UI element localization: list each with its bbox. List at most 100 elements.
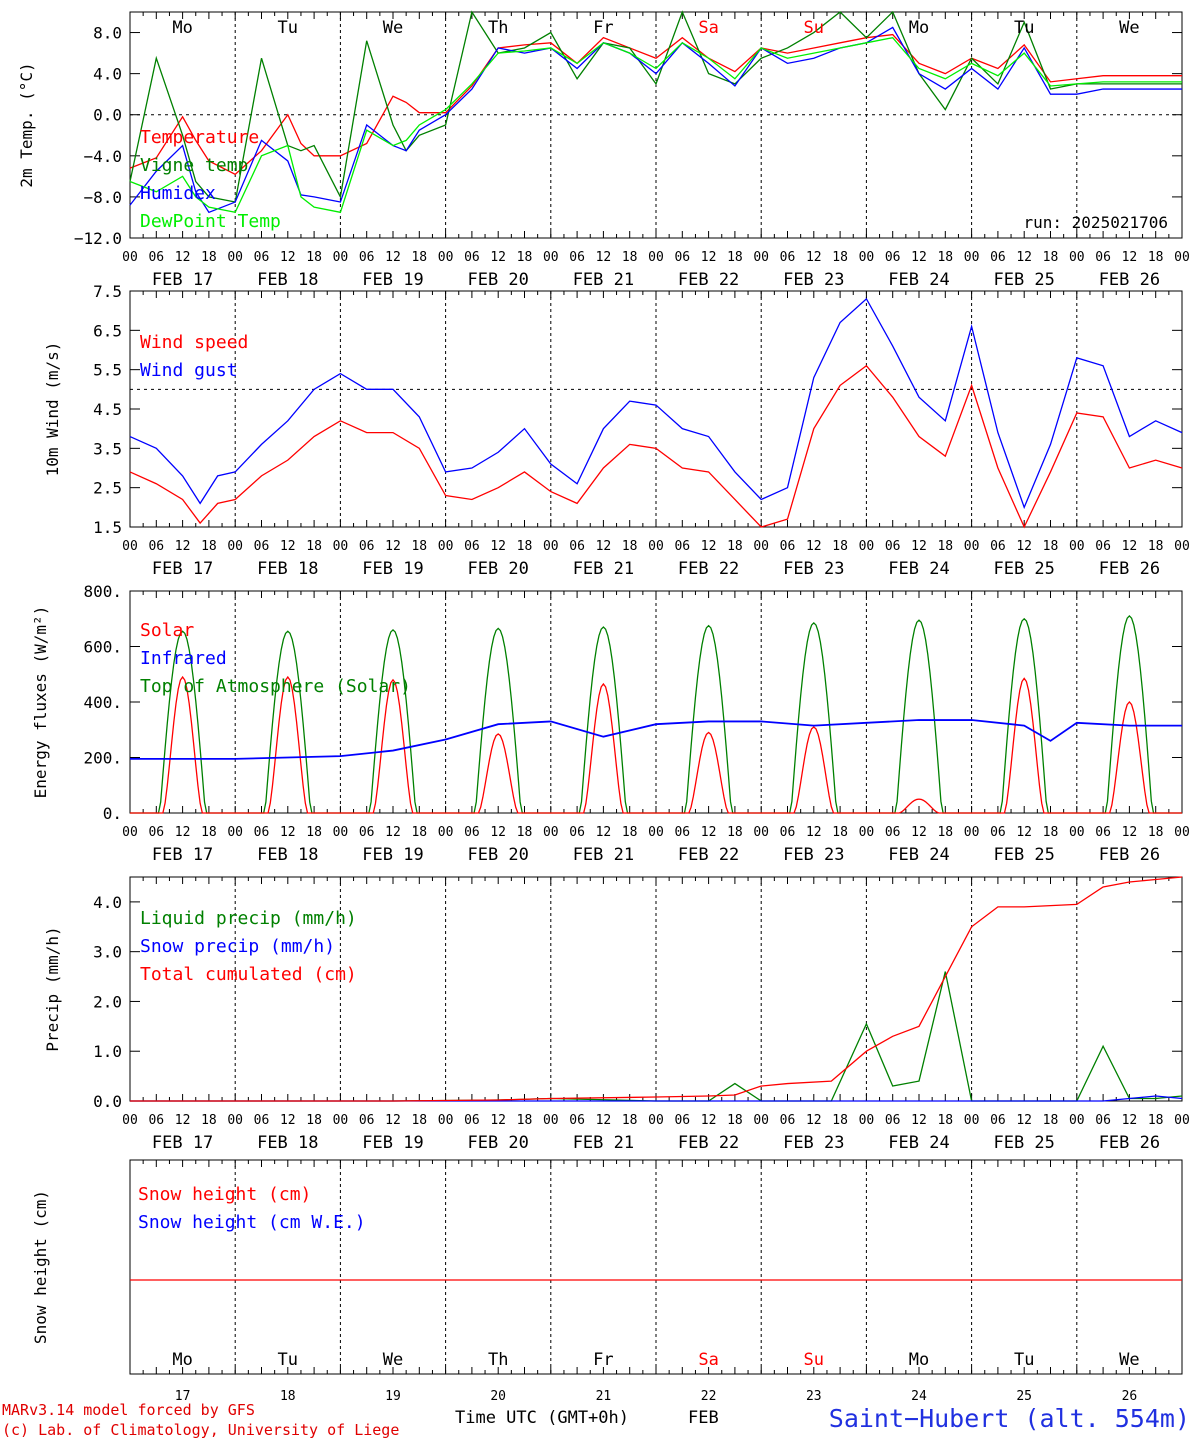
- hour-label: 00: [227, 1113, 243, 1128]
- day-number: 25: [1016, 1389, 1032, 1404]
- date-label: FEB 20: [467, 845, 528, 865]
- hour-label: 00: [438, 1113, 454, 1128]
- hour-label: 18: [201, 539, 217, 554]
- hour-label: 00: [122, 825, 138, 840]
- hour-label: 12: [806, 250, 822, 265]
- date-label: FEB 23: [783, 559, 844, 579]
- legend-entry: Vigne temp: [140, 155, 248, 176]
- date-label: FEB 20: [467, 559, 528, 579]
- hour-label: 12: [701, 250, 717, 265]
- hour-label: 06: [569, 250, 585, 265]
- y-tick-label: −8.0: [83, 188, 122, 207]
- hour-label: 00: [227, 250, 243, 265]
- y-tick-label: 800.: [83, 582, 122, 601]
- hour-label: 06: [885, 1113, 901, 1128]
- date-label: FEB 17: [152, 559, 213, 579]
- y-tick-label: 1.5: [93, 518, 122, 537]
- hour-label: 00: [753, 250, 769, 265]
- hour-label: 00: [648, 1113, 664, 1128]
- series-line: [129, 33, 1182, 176]
- hour-label: 18: [306, 250, 322, 265]
- hour-label: 18: [1043, 1113, 1059, 1128]
- legend-entry: Wind speed: [140, 332, 248, 353]
- hour-label: 18: [727, 250, 743, 265]
- day-name: Mo: [172, 18, 192, 38]
- hour-label: 18: [1148, 250, 1164, 265]
- y-tick-label: 4.5: [93, 400, 122, 419]
- date-label: FEB 23: [783, 1133, 844, 1153]
- hour-label: 00: [1174, 539, 1190, 554]
- hour-label: 06: [254, 1113, 270, 1128]
- hour-label: 18: [1043, 250, 1059, 265]
- hour-label: 12: [1016, 250, 1032, 265]
- date-row: FEB 17 FEB 18 FEB 19 FEB 20 FEB 21 FEB 22 FEB …: [152, 270, 1160, 290]
- day-name: Fr: [593, 18, 613, 38]
- hour-label: 06: [885, 825, 901, 840]
- date-label: FEB 20: [467, 1133, 528, 1153]
- day-name: Tu: [1014, 18, 1034, 38]
- day-number: 21: [596, 1389, 612, 1404]
- hour-label: 12: [490, 1113, 506, 1128]
- day-number: 20: [490, 1389, 506, 1404]
- hour-label: 12: [1122, 250, 1138, 265]
- series-line: [129, 36, 1182, 214]
- hour-label: 12: [1122, 825, 1138, 840]
- hour-label: 00: [648, 250, 664, 265]
- date-label: FEB 21: [573, 559, 634, 579]
- day-name: Tu: [278, 18, 298, 38]
- y-tick-label: −12.0: [74, 229, 122, 248]
- day-number: 22: [701, 1389, 717, 1404]
- hour-label: 00: [438, 539, 454, 554]
- hour-label: 00: [1174, 825, 1190, 840]
- series-line: [130, 876, 1183, 1102]
- day-name: We: [383, 1350, 403, 1370]
- hour-label: 18: [1148, 539, 1164, 554]
- hour-label: 12: [280, 250, 296, 265]
- y-tick-label: 4.0: [93, 893, 122, 912]
- hour-label: 06: [1095, 250, 1111, 265]
- hour-label: 00: [753, 825, 769, 840]
- date-label: FEB 22: [678, 270, 739, 290]
- date-label: FEB 22: [678, 559, 739, 579]
- legend-entry: Snow height (cm W.E.): [138, 1212, 366, 1233]
- hour-label: 06: [254, 825, 270, 840]
- hour-label: 00: [543, 250, 559, 265]
- hour-label: 06: [359, 825, 375, 840]
- legend-entry: Humidex: [140, 183, 216, 204]
- footer: MARv3.14 model forced by GFS (c) Lab. of …: [2, 1401, 1190, 1439]
- hour-label: 18: [517, 539, 533, 554]
- hour-label: 06: [780, 250, 796, 265]
- date-label: FEB 24: [888, 270, 949, 290]
- hour-label: 06: [359, 250, 375, 265]
- y-tick-label: 600.: [83, 638, 122, 657]
- hour-label: 12: [1016, 1113, 1032, 1128]
- hour-label: 12: [1016, 539, 1032, 554]
- hour-label: 00: [1174, 1113, 1190, 1128]
- model-credit: MARv3.14 model forced by GFS: [2, 1401, 255, 1419]
- hour-row: 00 06 12 18 00 06 12 18 00 06 12 18 00 06 12 18 00 06 12 18…: [122, 825, 1190, 840]
- hour-label: 06: [990, 539, 1006, 554]
- hour-label: 00: [543, 1113, 559, 1128]
- day-number: 17: [175, 1389, 191, 1404]
- hour-label: 06: [990, 250, 1006, 265]
- hour-label: 12: [385, 250, 401, 265]
- day-name: We: [1119, 1350, 1139, 1370]
- hour-label: 06: [569, 1113, 585, 1128]
- hour-label: 12: [911, 250, 927, 265]
- hour-label: 06: [674, 250, 690, 265]
- day-name: We: [383, 18, 403, 38]
- hour-label: 12: [911, 539, 927, 554]
- hour-label: 00: [438, 825, 454, 840]
- hour-label: 18: [1043, 539, 1059, 554]
- hour-label: 00: [122, 539, 138, 554]
- hour-label: 12: [596, 250, 612, 265]
- hour-label: 18: [727, 539, 743, 554]
- y-tick-label: 8.0: [93, 24, 122, 43]
- hour-label: 18: [937, 825, 953, 840]
- hour-label: 06: [674, 1113, 690, 1128]
- hour-label: 18: [727, 825, 743, 840]
- day-number: 23: [806, 1389, 822, 1404]
- hour-label: 06: [254, 539, 270, 554]
- y-axis-label: Snow height (cm): [31, 1190, 50, 1344]
- hour-label: 12: [701, 825, 717, 840]
